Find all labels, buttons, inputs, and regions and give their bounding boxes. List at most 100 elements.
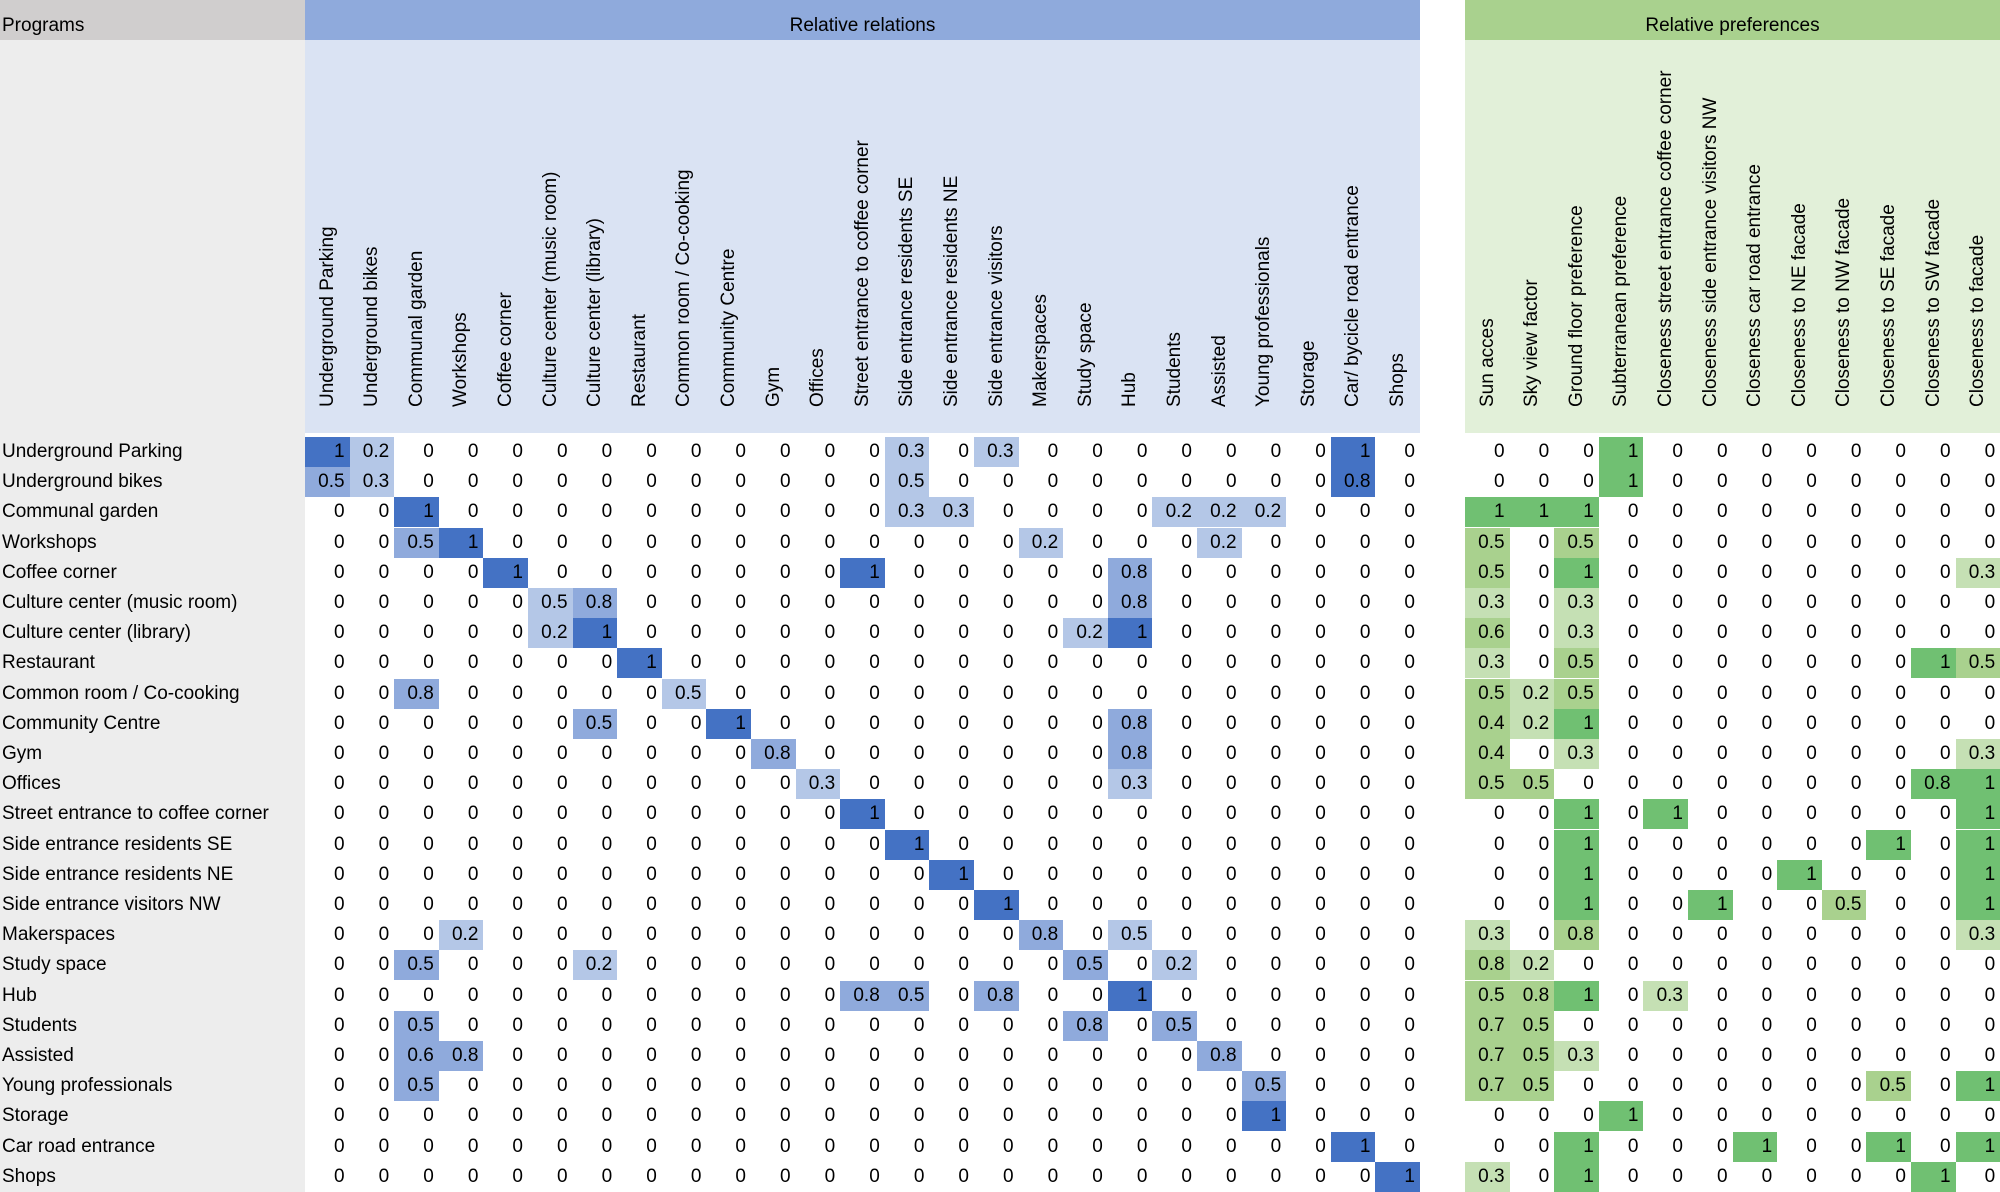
relation-cell[interactable]: 0 (824, 954, 836, 976)
relation-column-header[interactable]: Communal garden (394, 40, 439, 433)
preference-cell[interactable]: 0 (1627, 773, 1639, 795)
relation-cell[interactable]: 0 (1092, 652, 1103, 674)
relation-cell[interactable]: 0 (467, 501, 479, 523)
preference-cell[interactable]: 0 (1717, 984, 1728, 1006)
relation-cell[interactable]: 0 (1359, 652, 1371, 674)
relation-cell[interactable]: 0 (958, 803, 969, 825)
preference-cell[interactable]: 0 (1761, 1075, 1773, 1097)
preference-cell[interactable]: 0 (1717, 1014, 1728, 1036)
preference-column-header[interactable]: Closeness side entrance visitors NW (1688, 40, 1733, 433)
preference-cell[interactable]: 0 (1583, 773, 1594, 795)
relation-cell[interactable]: 0 (601, 531, 613, 553)
relation-cell[interactable]: 1 (1330, 1131, 1376, 1162)
relation-cell[interactable]: 0 (913, 561, 925, 583)
preference-cell[interactable]: 0 (1538, 833, 1550, 855)
relation-cell[interactable]: 0 (601, 441, 613, 462)
relation-cell[interactable]: 0 (646, 924, 657, 946)
relation-cell[interactable]: 0 (557, 924, 568, 946)
relation-cell[interactable]: 0.8 (1197, 1041, 1242, 1071)
relation-cell[interactable]: 0 (1404, 441, 1415, 462)
relation-cell[interactable]: 0 (1181, 743, 1192, 764)
relation-cell[interactable]: 0 (780, 984, 791, 1006)
relation-cell[interactable]: 0 (512, 803, 523, 825)
preference-cell[interactable]: 0 (1940, 954, 1951, 976)
relation-cell[interactable]: 0 (958, 592, 969, 613)
relation-cell[interactable]: 0 (1359, 561, 1371, 583)
relation-cell[interactable]: 0 (646, 954, 657, 976)
relation-cell[interactable]: 0 (913, 803, 925, 825)
relation-cell[interactable]: 0 (1092, 863, 1103, 885)
relation-column-header[interactable]: Study space (1063, 40, 1108, 433)
preference-cell[interactable]: 0.5 (1554, 678, 1599, 709)
relation-cell[interactable]: 0 (1047, 773, 1059, 795)
relation-cell[interactable]: 0 (869, 924, 880, 946)
relation-cell[interactable]: 0 (690, 501, 702, 523)
relation-cell[interactable]: 0 (1315, 863, 1326, 885)
preference-cell[interactable]: 0 (1494, 1105, 1505, 1127)
relation-cell[interactable]: 0 (423, 441, 434, 462)
relation-cell[interactable]: 0 (1092, 773, 1103, 795)
relation-cell[interactable]: 0 (1404, 652, 1415, 674)
preference-cell[interactable]: 0 (1627, 984, 1639, 1006)
relation-cell[interactable]: 0 (824, 1135, 836, 1157)
relation-cell[interactable]: 0 (1315, 712, 1326, 734)
relation-cell[interactable]: 0 (824, 1014, 836, 1036)
relation-cell[interactable]: 0 (913, 1075, 925, 1097)
relation-cell[interactable]: 0 (869, 954, 880, 976)
preference-cell[interactable]: 0 (1984, 441, 1996, 462)
relation-cell[interactable]: 0 (1003, 682, 1014, 704)
relation-cell[interactable]: 1 (617, 648, 662, 679)
relation-cell[interactable]: 0 (1359, 1105, 1371, 1127)
relation-cell[interactable]: 0 (824, 471, 836, 493)
preference-cell[interactable]: 0 (1895, 894, 1906, 915)
relation-cell[interactable]: 0 (646, 743, 657, 764)
relation-cell[interactable]: 0 (601, 1075, 613, 1097)
relation-cell[interactable]: 0 (1359, 1075, 1371, 1097)
relation-cell[interactable]: 0 (958, 652, 969, 674)
preference-cell[interactable]: 0 (1627, 1135, 1639, 1157)
relation-cell[interactable]: 0 (913, 773, 925, 795)
relation-cell[interactable]: 0 (512, 863, 523, 885)
preference-cell[interactable]: 1 (1732, 1131, 1778, 1162)
preference-cell[interactable]: 0.5 (1509, 769, 1555, 800)
preference-cell[interactable]: 0 (1806, 622, 1817, 644)
preference-cell[interactable]: 0 (1806, 954, 1817, 976)
relation-cell[interactable]: 0 (646, 622, 657, 644)
relation-cell[interactable]: 0 (334, 682, 345, 704)
relation-cell[interactable]: 0 (1181, 1105, 1192, 1127)
relation-cell[interactable]: 0.3 (974, 437, 1019, 467)
preference-cell[interactable]: 1 (1866, 829, 1911, 860)
relation-cell[interactable]: 0 (557, 803, 568, 825)
relation-cell[interactable]: 0 (735, 441, 746, 462)
relation-cell[interactable]: 0 (1003, 1165, 1014, 1187)
relation-cell[interactable]: 0.5 (394, 1010, 439, 1041)
relation-cell[interactable]: 0 (958, 1135, 969, 1157)
relation-cell[interactable]: 0 (1270, 592, 1282, 613)
relation-cell[interactable]: 0 (1047, 1165, 1059, 1187)
relation-cell[interactable]: 0 (1404, 984, 1415, 1006)
preference-cell[interactable]: 0 (1717, 682, 1728, 704)
relation-column-header[interactable]: Side entrance residents NE (929, 40, 974, 433)
relation-cell[interactable]: 0.5 (1241, 1071, 1287, 1102)
relation-cell[interactable]: 0 (646, 1045, 657, 1066)
relation-cell[interactable]: 0 (467, 1075, 479, 1097)
relation-cell[interactable]: 0 (1315, 592, 1326, 613)
relation-cell[interactable]: 0 (735, 894, 746, 915)
relation-cell[interactable]: 0 (1315, 894, 1326, 915)
row-label[interactable]: Assisted (2, 1045, 74, 1066)
relation-cell[interactable]: 0.2 (528, 618, 573, 649)
relation-cell[interactable]: 0 (423, 1105, 434, 1127)
preference-cell[interactable]: 0 (1538, 531, 1550, 553)
preference-cell[interactable]: 0 (1627, 1014, 1639, 1036)
relation-cell[interactable]: 0 (1092, 1075, 1103, 1097)
relation-cell[interactable]: 0 (378, 833, 390, 855)
relation-cell[interactable]: 0 (646, 894, 657, 915)
relation-cell[interactable]: 0 (1404, 1014, 1415, 1036)
relation-column-header[interactable]: Hub (1108, 40, 1153, 433)
relation-cell[interactable]: 0 (1315, 1045, 1326, 1066)
relative-relations-header[interactable]: Relative relations (305, 0, 1420, 40)
relation-cell[interactable]: 0 (601, 984, 613, 1006)
relation-cell[interactable]: 0 (601, 1105, 613, 1127)
relation-cell[interactable]: 0 (423, 471, 434, 493)
preference-cell[interactable]: 0 (1850, 682, 1862, 704)
